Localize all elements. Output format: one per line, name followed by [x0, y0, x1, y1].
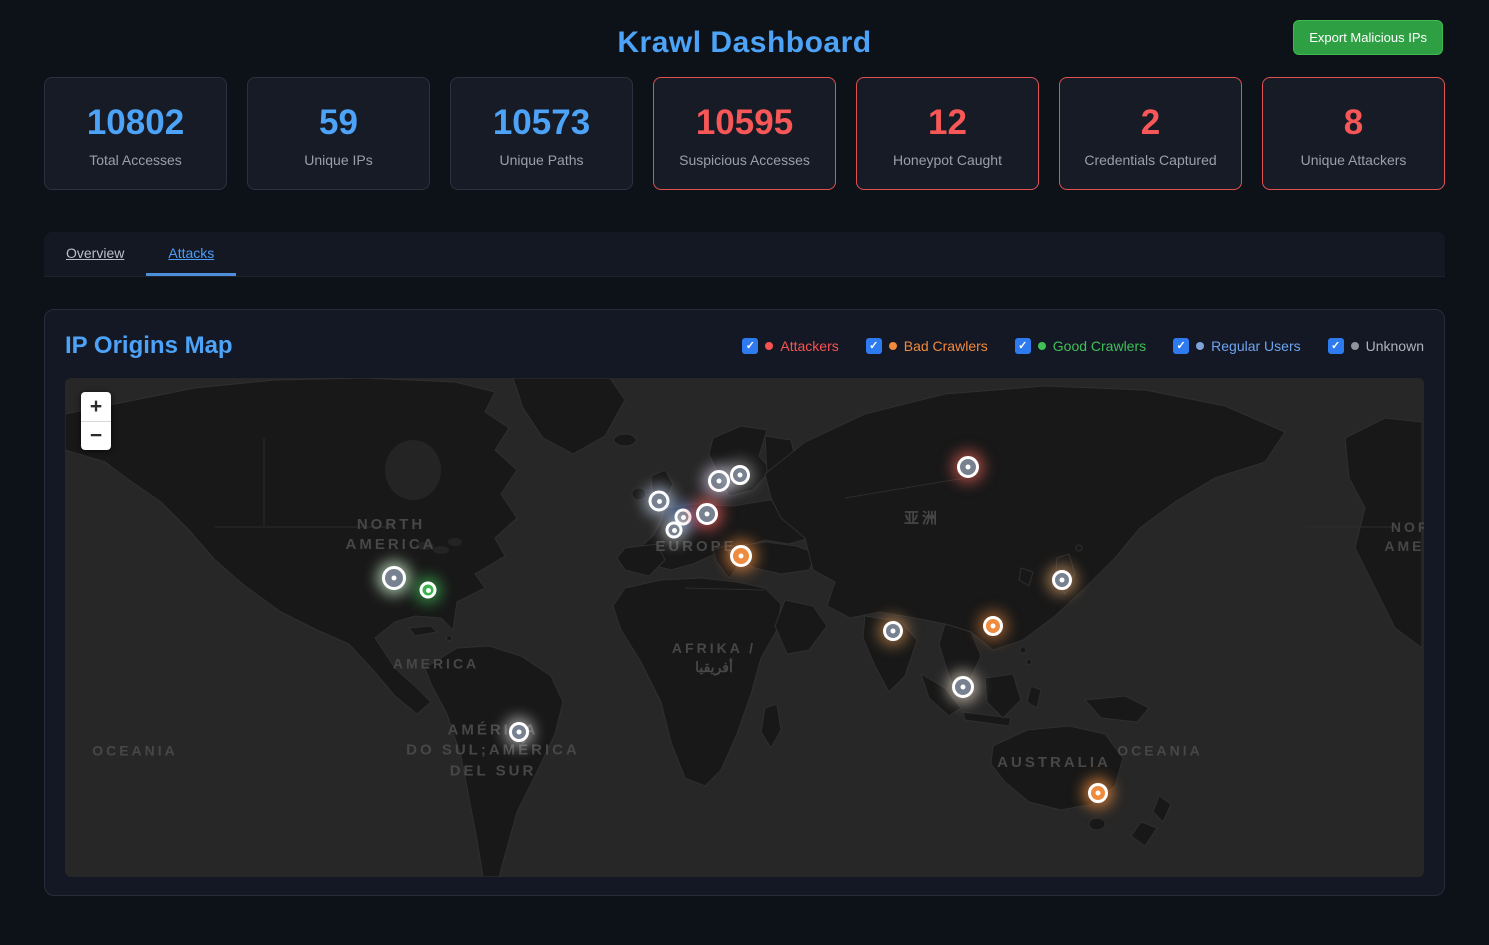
legend-label: Regular Users [1211, 338, 1301, 354]
ip-origin-marker[interactable] [952, 676, 974, 698]
bad-crawlers-dot-icon [888, 342, 897, 350]
ip-origin-marker[interactable] [883, 621, 903, 641]
map-legend: Attackers Bad Crawlers Good Crawlers Reg… [742, 338, 1424, 354]
stat-value: 2 [1140, 103, 1161, 142]
stat-card-suspicious-accesses: 10595 Suspicious Accesses [653, 77, 836, 190]
stat-card-total-accesses: 10802 Total Accesses [44, 77, 227, 190]
ip-origin-marker[interactable] [708, 470, 730, 492]
stat-label: Honeypot Caught [893, 151, 1002, 168]
legend-item-good-crawlers: Good Crawlers [1014, 338, 1147, 354]
legend-label: Bad Crawlers [903, 338, 988, 354]
stat-card-unique-paths: 10573 Unique Paths [450, 77, 633, 190]
stat-label: Credentials Captured [1084, 151, 1217, 168]
ip-origin-marker[interactable] [509, 722, 529, 742]
good-crawlers-dot-icon [1037, 342, 1046, 350]
legend-label: Good Crawlers [1052, 338, 1147, 354]
ip-origin-marker[interactable] [674, 508, 692, 526]
ip-origin-marker[interactable] [419, 581, 437, 599]
tab-bar: Overview Attacks [44, 232, 1445, 277]
legend-item-attackers: Attackers [742, 338, 839, 354]
regular-users-dot-icon [1196, 342, 1205, 350]
stat-label: Unique Paths [499, 151, 584, 168]
stat-card-honeypot-caught: 12 Honeypot Caught [856, 77, 1039, 190]
legend-label: Unknown [1365, 338, 1424, 354]
ip-origin-marker[interactable] [1052, 570, 1072, 590]
ip-origin-marker[interactable] [1088, 783, 1108, 803]
stat-card-unique-attackers: 8 Unique Attackers [1262, 77, 1445, 190]
map-panel-header: IP Origins Map Attackers Bad Crawlers Go… [65, 328, 1424, 360]
stats-row: 10802 Total Accesses 59 Unique IPs 10573… [44, 77, 1445, 190]
ip-origins-map-panel: IP Origins Map Attackers Bad Crawlers Go… [44, 309, 1445, 896]
zoom-out-button[interactable]: − [81, 421, 111, 450]
ip-origin-marker[interactable] [957, 456, 979, 478]
legend-checkbox-bad-crawlers[interactable] [865, 338, 882, 354]
world-map[interactable]: + − NORTH AMERICA AMERICA EUROPE AFRIKA / أ… [65, 378, 1424, 877]
legend-checkbox-good-crawlers[interactable] [1014, 338, 1031, 354]
stat-card-credentials-captured: 2 Credentials Captured [1059, 77, 1242, 190]
world-map-svg [65, 378, 1422, 877]
legend-item-unknown: Unknown [1327, 338, 1424, 354]
header: Krawl Dashboard Export Malicious IPs [0, 0, 1489, 77]
legend-checkbox-unknown[interactable] [1327, 338, 1344, 354]
legend-label: Attackers [780, 338, 839, 354]
stat-card-unique-ips: 59 Unique IPs [247, 77, 430, 190]
export-malicious-ips-button[interactable]: Export Malicious IPs [1293, 20, 1443, 55]
stat-value: 59 [319, 103, 358, 142]
stat-label: Suspicious Accesses [679, 151, 810, 168]
ip-origin-marker[interactable] [665, 521, 683, 539]
page-title: Krawl Dashboard [617, 26, 872, 59]
attackers-dot-icon [765, 342, 774, 350]
stat-value: 10595 [695, 103, 794, 142]
ip-origin-marker[interactable] [648, 490, 670, 512]
legend-item-bad-crawlers: Bad Crawlers [865, 338, 988, 354]
map-zoom-control: + − [81, 392, 111, 450]
ip-origin-marker[interactable] [730, 465, 750, 485]
stat-value: 10573 [492, 103, 591, 142]
legend-item-regular-users: Regular Users [1173, 338, 1301, 354]
ip-origin-marker[interactable] [696, 503, 718, 525]
zoom-in-button[interactable]: + [89, 394, 103, 418]
stat-label: Unique Attackers [1300, 151, 1407, 168]
unknown-dot-icon [1350, 342, 1359, 350]
ip-origin-marker[interactable] [983, 616, 1003, 636]
stat-label: Total Accesses [89, 151, 182, 168]
tab-attacks[interactable]: Attacks [146, 232, 237, 276]
stat-label: Unique IPs [304, 151, 373, 168]
ip-origin-marker[interactable] [382, 566, 406, 590]
stat-value: 10802 [86, 103, 185, 142]
tab-overview[interactable]: Overview [66, 244, 125, 261]
ip-origin-marker[interactable] [730, 545, 752, 567]
legend-checkbox-attackers[interactable] [742, 338, 759, 354]
legend-checkbox-regular-users[interactable] [1173, 338, 1190, 354]
stat-value: 12 [928, 103, 967, 142]
map-panel-title: IP Origins Map [65, 332, 233, 359]
stat-value: 8 [1343, 103, 1364, 142]
